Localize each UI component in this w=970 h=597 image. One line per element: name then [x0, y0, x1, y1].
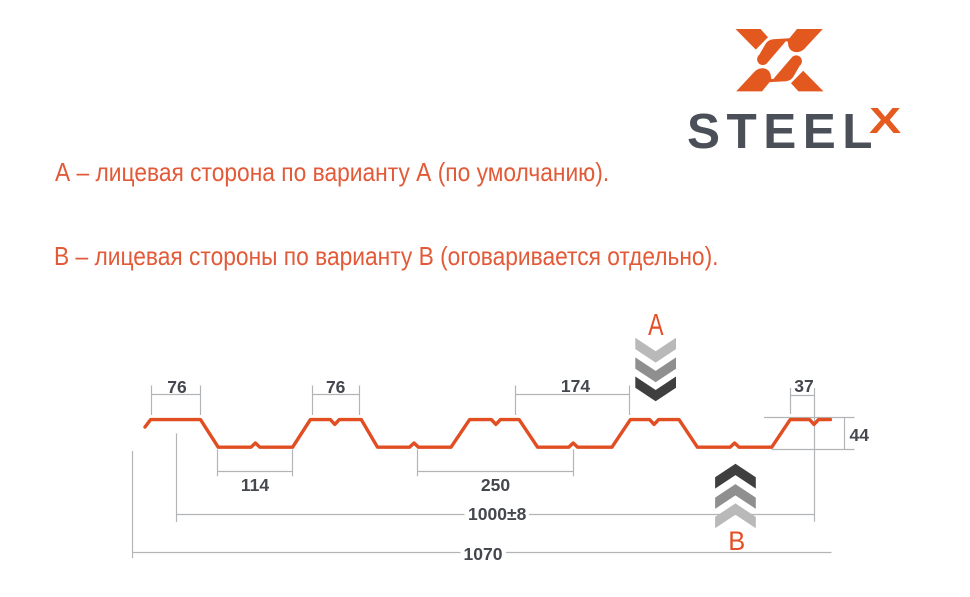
svg-text:1000±8: 1000±8 — [468, 504, 527, 524]
svg-text:В: В — [728, 526, 745, 556]
svg-text:А: А — [648, 307, 664, 342]
svg-text:174: 174 — [561, 376, 590, 396]
svg-text:76: 76 — [167, 377, 187, 397]
svg-text:37: 37 — [794, 376, 813, 396]
svg-text:250: 250 — [481, 475, 510, 495]
svg-text:114: 114 — [241, 475, 269, 495]
svg-text:1070: 1070 — [464, 544, 503, 564]
svg-text:44: 44 — [850, 425, 870, 445]
svg-text:76: 76 — [326, 377, 346, 397]
